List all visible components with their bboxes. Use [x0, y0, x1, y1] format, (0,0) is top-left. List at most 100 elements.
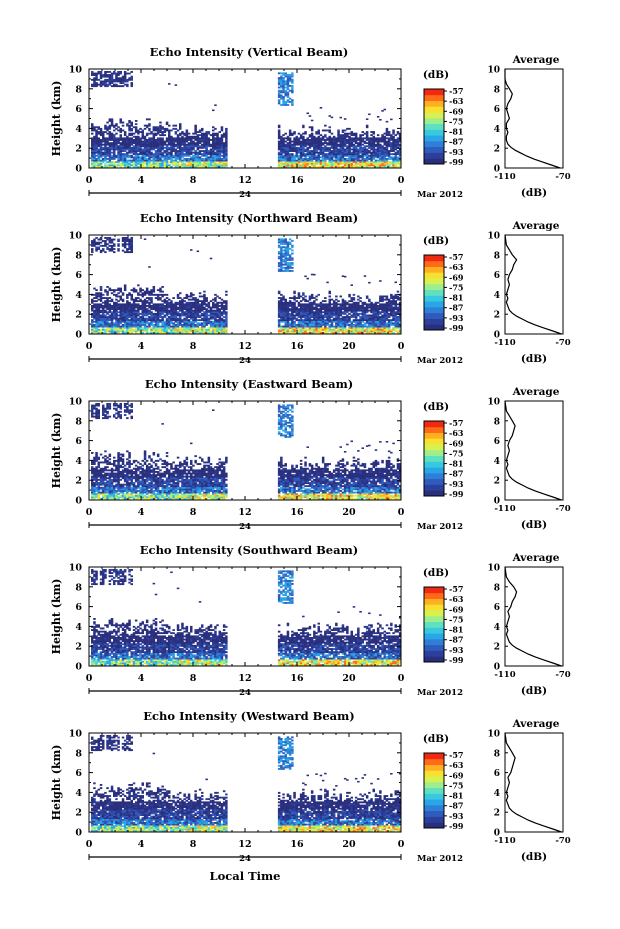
heatmap-cell: [207, 140, 211, 143]
heatmap-cell: [126, 300, 129, 303]
heatmap-cell: [152, 164, 156, 167]
heatmap-cell: [319, 148, 323, 151]
heatmap-cell: [297, 140, 301, 143]
heatmap-cell: [313, 145, 316, 148]
heatmap-cell: [354, 137, 358, 140]
heatmap-cell: [286, 262, 290, 264]
heatmap-cell: [339, 145, 342, 148]
heatmap-cell: [172, 139, 175, 141]
heatmap-cell: [165, 330, 169, 333]
heatmap-cell: [214, 325, 217, 328]
heatmap-cell: [343, 319, 347, 322]
heatmap-cell: [332, 311, 336, 314]
heatmap-cell: [150, 289, 153, 292]
heatmap-cell: [291, 146, 294, 149]
heatmap-cell: [335, 145, 338, 148]
heatmap-cell: [328, 300, 331, 303]
heatmap-cell: [291, 104, 294, 106]
heatmap-cell: [148, 311, 151, 314]
heatmap-cell: [284, 308, 287, 311]
heatmap-cell: [134, 322, 138, 325]
heatmap-cell: [332, 139, 336, 141]
colorbar-swatch: [424, 135, 444, 142]
heatmap-cell: [328, 319, 331, 322]
heatmap-cell: [385, 120, 389, 123]
heatmap-cell: [179, 301, 182, 304]
heatmap-cell: [277, 246, 281, 249]
x-tick-label: 0: [398, 175, 405, 186]
heatmap-cell: [343, 158, 347, 160]
heatmap-cell: [91, 300, 94, 303]
heatmap-cell: [302, 143, 305, 146]
heatmap-cell: [381, 153, 384, 156]
heatmap-cell: [288, 131, 292, 133]
heatmap-cell: [225, 162, 228, 165]
heatmap-cell: [185, 325, 189, 328]
heatmap-cell: [137, 284, 140, 287]
heatmap-cell: [313, 135, 316, 138]
heatmap-cell: [352, 148, 356, 151]
heatmap-cell: [277, 102, 281, 105]
heatmap-cell: [97, 328, 100, 331]
y-tick-label: 6: [75, 104, 82, 115]
heatmap-cell: [179, 328, 182, 331]
heatmap-cell: [121, 300, 125, 303]
heatmap-cell: [115, 316, 118, 318]
heatmap-cell: [159, 139, 162, 141]
heatmap-cell: [339, 306, 342, 309]
heatmap-cell: [113, 162, 116, 165]
heatmap-cell: [308, 162, 312, 165]
heatmap-cell: [203, 322, 206, 325]
heatmap-cell: [390, 150, 393, 152]
heatmap-cell: [306, 308, 309, 311]
heatmap-cell: [212, 109, 215, 112]
heatmap-cell: [119, 303, 122, 306]
heatmap-cell: [201, 314, 204, 317]
heatmap-cell: [168, 301, 171, 304]
heatmap-cell: [91, 161, 94, 164]
heatmap-cell: [330, 161, 334, 164]
heatmap-cell: [132, 301, 136, 304]
heatmap-cell: [313, 140, 316, 143]
heatmap-cell: [288, 143, 292, 146]
heatmap-cell: [225, 327, 228, 330]
heatmap-cell: [341, 154, 345, 157]
heatmap-cell: [99, 330, 103, 333]
heatmap-cell: [304, 158, 307, 160]
heatmap-cell: [218, 316, 221, 318]
heatmap-cell: [145, 331, 149, 334]
heatmap-cell: [337, 325, 340, 328]
heatmap-cell: [310, 158, 314, 160]
heatmap-cell: [357, 139, 360, 141]
heatmap-cell: [376, 165, 380, 168]
heatmap-cell: [205, 317, 208, 320]
heatmap-cell: [104, 82, 107, 84]
heatmap-cell: [214, 165, 217, 168]
heatmap-cell: [203, 151, 206, 154]
heatmap-cell: [185, 328, 189, 331]
heatmap-cell: [181, 309, 184, 312]
heatmap-cell: [337, 158, 340, 160]
heatmap-cell: [106, 305, 109, 307]
heatmap-cell: [99, 142, 103, 145]
heatmap-cell: [282, 158, 285, 160]
heatmap-cell: [102, 248, 105, 250]
heatmap-cell: [187, 324, 191, 326]
heatmap-cell: [286, 165, 290, 168]
heatmap-cell: [104, 140, 107, 143]
heatmap-cell: [95, 289, 98, 292]
heatmap-cell: [313, 146, 316, 149]
heatmap-cell: [93, 156, 96, 159]
heatmap-cell: [297, 325, 301, 328]
heatmap-cell: [104, 301, 107, 304]
heatmap-cell: [121, 143, 125, 146]
heatmap-cell: [284, 148, 287, 151]
heatmap-cell: [93, 243, 96, 246]
heatmap-cell: [126, 251, 129, 254]
heatmap-cell: [174, 139, 178, 141]
heatmap-cell: [130, 148, 133, 151]
heatmap-cell: [317, 322, 320, 325]
heatmap-cell: [306, 137, 309, 140]
heatmap-cell: [104, 309, 107, 312]
heatmap-cell: [387, 145, 391, 148]
